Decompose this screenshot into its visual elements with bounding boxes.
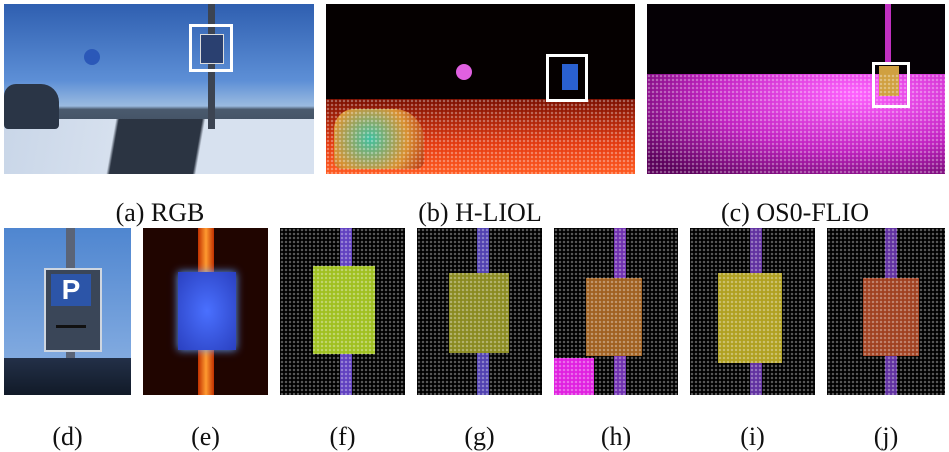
caption: (b) H-LIOL [380, 198, 580, 228]
crop [554, 228, 678, 395]
highlight-box [872, 62, 910, 108]
os0-flio-pointcloud [647, 4, 945, 174]
highlight-box [189, 24, 233, 72]
sign-letter: P [51, 274, 91, 306]
highlight-box [546, 54, 588, 102]
caption: (i) [690, 422, 815, 452]
caption: (j) [827, 422, 945, 452]
crop [280, 228, 405, 395]
crop [417, 228, 542, 395]
caption: (f) [280, 422, 405, 452]
sign-photo: P [4, 228, 131, 395]
crop [690, 228, 815, 395]
caption: (c) OS0-FLIO [695, 198, 895, 228]
caption: (a) RGB [60, 198, 260, 228]
caption: (d) [4, 422, 131, 452]
hliol-crop [143, 228, 268, 395]
crop [827, 228, 945, 395]
figure-page: (a) RGB (b) H-LIOL (c) OS0-FLIO P (d) (e… [0, 0, 949, 451]
hliol-pointcloud [326, 4, 635, 174]
rgb-image [4, 4, 314, 174]
caption: (g) [417, 422, 542, 452]
caption: (h) [554, 422, 678, 452]
caption: (e) [143, 422, 268, 452]
